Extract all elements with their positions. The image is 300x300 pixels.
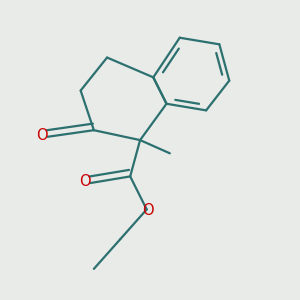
Text: O: O [36, 128, 47, 142]
Text: O: O [142, 203, 154, 218]
Text: O: O [79, 174, 90, 189]
